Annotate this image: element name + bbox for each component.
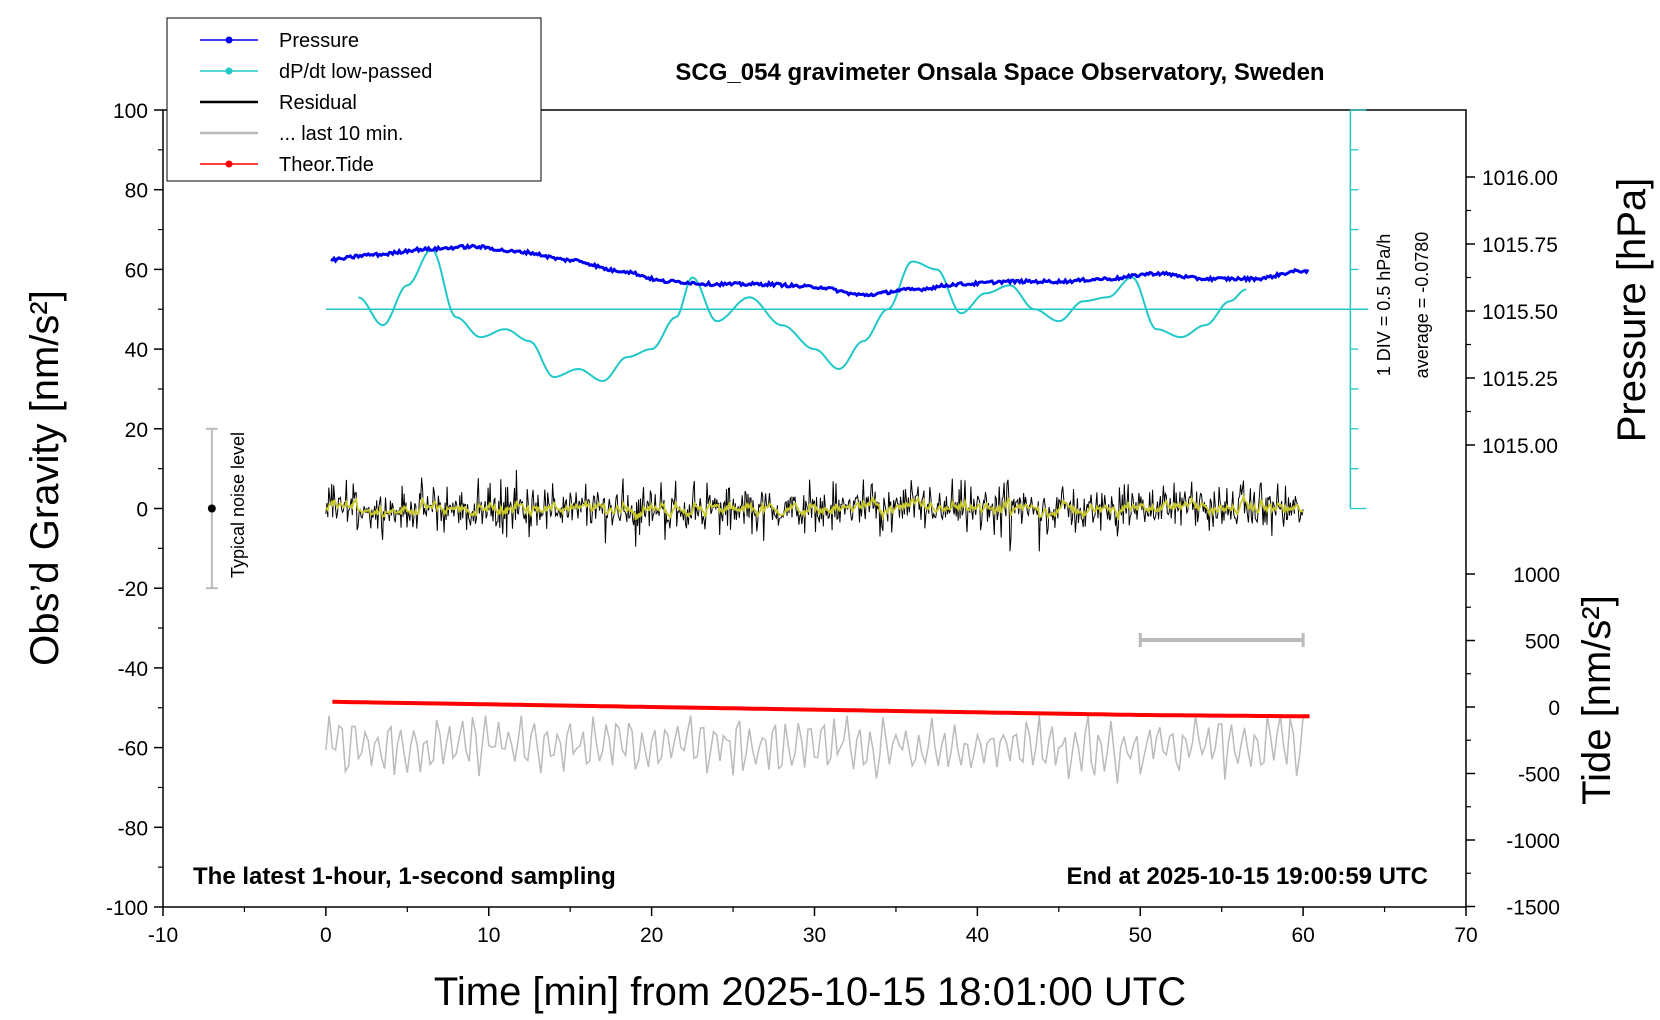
legend-label: Residual [279,92,357,114]
x-tick-label: 30 [803,924,826,947]
x-tick-label: 70 [1454,924,1477,947]
noise-level-dot [207,504,216,513]
x-tick-label: 0 [320,924,332,947]
y-tick-label: 0 [136,499,148,522]
tide-axis-label: Tide [nm/s²] [1575,595,1619,805]
series-theor-tide [332,699,1310,719]
tide-tick-label: 1000 [1513,564,1560,587]
series-residual [325,469,1304,552]
chart-title: SCG_054 gravimeter Onsala Space Observat… [675,59,1324,86]
y-tick-label: 20 [125,419,148,442]
annotation-left: The latest 1-hour, 1-second sampling [193,863,616,890]
y-tick-label: 60 [125,259,148,282]
pressure-tick-label: 1016.00 [1482,167,1558,190]
y-tick-label: 80 [125,180,148,203]
x-tick-label: 50 [1129,924,1152,947]
legend-box [166,17,542,182]
y-axis-label: Obs’d Gravity [nm/s²] [23,290,67,666]
pressure-tick-label: 1015.00 [1482,435,1558,458]
series-dpdt-lowpassed [358,248,1247,383]
x-tick-label: 20 [640,924,663,947]
y-tick-label: -100 [106,897,148,920]
y-tick-label: 100 [113,100,148,123]
legend-marker [225,67,233,75]
average-label: average = -0.0780 [1412,232,1432,379]
div-label: 1 DIV = 0.5 hPa/h [1374,234,1394,377]
residual-smoothed-line [325,492,1304,521]
x-tick-label: 10 [477,924,500,947]
x-tick-label: -10 [148,924,178,947]
y-tick-label: -80 [118,817,148,840]
y-tick-label: -40 [118,658,148,681]
legend-label: Theor.Tide [279,154,374,176]
tide-tick-label: -1500 [1506,897,1560,920]
annotation-right: End at 2025-10-15 19:00:59 UTC [1067,863,1429,890]
y-tick-label: -20 [118,578,148,601]
pressure-tick-label: 1015.75 [1482,234,1558,257]
tide-tick-label: 500 [1525,631,1560,654]
legend-label: ... last 10 min. [279,123,404,145]
x-tick-label: 40 [966,924,989,947]
x-tick-label: 60 [1291,924,1314,947]
pressure-tick-label: 1015.50 [1482,301,1558,324]
series-last-10min [325,715,1304,784]
y-tick-label: 40 [125,339,148,362]
series-pressure [330,243,1310,298]
pressure-tick-label: 1015.25 [1482,368,1558,391]
x-axis-label: Time [min] from 2025-10-15 18:01:00 UTC [434,970,1186,1014]
legend-label: dP/dt low-passed [279,61,432,83]
legend: Pressure dP/dt low-passed Residual ... last… [166,17,542,182]
legend-label: Pressure [279,30,359,52]
legend-marker [225,160,233,168]
pressure-axis-label: Pressure [hPa] [1610,178,1654,443]
tide-tick-label: 0 [1548,697,1560,720]
y-tick-label: -60 [118,738,148,761]
tide-tick-label: -1000 [1506,830,1560,853]
noise-label: Typical noise level [228,432,248,578]
legend-marker [225,36,233,44]
tide-tick-label: -500 [1518,764,1560,787]
